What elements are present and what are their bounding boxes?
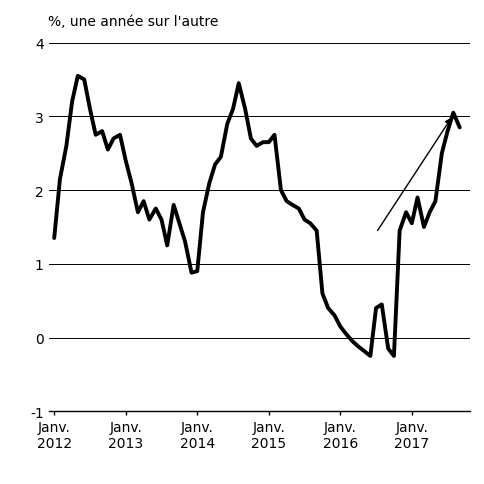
Text: %, une année sur l'autre: %, une année sur l'autre bbox=[48, 15, 218, 29]
